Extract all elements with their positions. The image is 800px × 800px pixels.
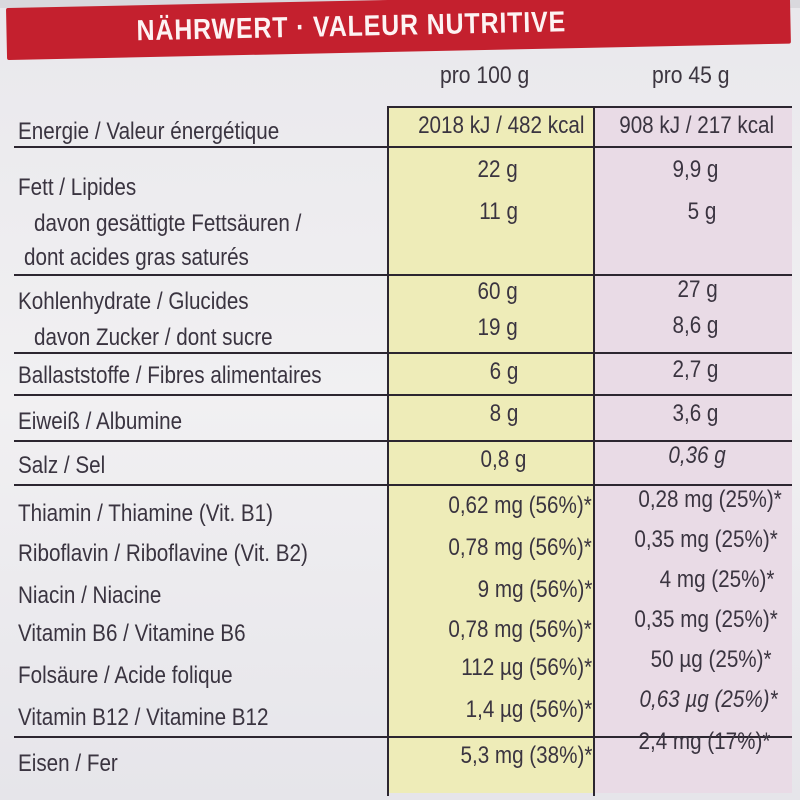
fat-per-45g: 9,9 g: [672, 156, 718, 183]
row-label-saturated-fat-fr: dont acides gras saturés: [24, 244, 249, 271]
row-label-vitamin-b6: Vitamin B6 / Vitamine B6: [18, 620, 246, 647]
table-rule: [14, 352, 792, 354]
row-label-iron: Eisen / Fer: [18, 750, 118, 777]
carbohydrates-per-100g: 60 g: [477, 278, 518, 305]
column-divider: [593, 106, 595, 796]
iron-per-45g: 2,4 mg (17%)*: [638, 728, 770, 755]
column-header-per-100g: pro 100 g: [440, 62, 530, 89]
thiamin-per-100g: 0,62 mg (56%)*: [448, 492, 592, 519]
column-header-per-45g: pro 45 g: [652, 62, 730, 89]
sugar-per-100g: 19 g: [477, 314, 518, 341]
table-rule: [388, 106, 792, 108]
table-rule: [14, 394, 792, 396]
header-banner: NÄHRWERT · VALEUR NUTRITIVE: [6, 0, 791, 60]
energy-per-100g: 2018 kJ / 482 kcal: [417, 112, 584, 139]
per-100g-column-background: [388, 108, 594, 793]
fat-per-100g: 22 g: [477, 156, 518, 183]
row-label-sugar: davon Zucker / dont sucre: [34, 324, 273, 351]
salt-per-45g: 0,36 g: [668, 442, 726, 469]
saturated-fat-per-100g: 11 g: [479, 198, 518, 225]
riboflavin-per-100g: 0,78 mg (56%)*: [448, 534, 592, 561]
protein-per-100g: 8 g: [489, 400, 518, 427]
vitamin-b6-per-100g: 0,78 mg (56%)*: [448, 616, 592, 643]
energy-per-45g: 908 kJ / 217 kcal: [619, 112, 774, 139]
table-rule: [14, 440, 792, 442]
fibre-per-100g: 6 g: [489, 358, 518, 385]
row-label-fibre: Ballaststoffe / Fibres alimentaires: [18, 362, 322, 389]
vitamin-b12-per-45g: 0,63 µg (25%)*: [639, 686, 778, 713]
row-label-niacin: Niacin / Niacine: [18, 582, 162, 609]
row-label-thiamin: Thiamin / Thiamine (Vit. B1): [18, 500, 274, 527]
row-label-fat: Fett / Lipides: [18, 174, 137, 201]
table-rule: [14, 484, 792, 486]
row-label-salt: Salz / Sel: [18, 452, 106, 479]
row-label-protein: Eiweiß / Albumine: [18, 408, 183, 435]
salt-per-100g: 0,8 g: [480, 446, 526, 473]
row-label-folic-acid: Folsäure / Acide folique: [18, 662, 233, 689]
sugar-per-45g: 8,6 g: [672, 312, 718, 339]
saturated-fat-per-45g: 5 g: [687, 198, 716, 225]
iron-per-100g: 5,3 mg (38%)*: [460, 742, 592, 769]
header-title: NÄHRWERT · VALEUR NUTRITIVE: [136, 5, 567, 47]
niacin-per-45g: 4 mg (25%)*: [659, 566, 774, 593]
vitamin-b6-per-45g: 0,35 mg (25%)*: [634, 606, 778, 633]
row-label-riboflavin: Riboflavin / Riboflavine (Vit. B2): [18, 540, 308, 567]
protein-per-45g: 3,6 g: [672, 400, 718, 427]
row-label-vitamin-b12: Vitamin B12 / Vitamine B12: [18, 704, 269, 731]
row-label-saturated-fat: davon gesättigte Fettsäuren /: [34, 210, 302, 237]
row-label-carbohydrates: Kohlenhydrate / Glucides: [18, 288, 249, 315]
row-label-energy: Energie / Valeur énergétique: [18, 118, 280, 145]
per-45g-column-background: [594, 108, 792, 793]
niacin-per-100g: 9 mg (56%)*: [477, 576, 592, 603]
column-divider: [387, 106, 389, 796]
fibre-per-45g: 2,7 g: [672, 356, 718, 383]
vitamin-b12-per-100g: 1,4 µg (56%)*: [465, 696, 592, 723]
table-rule: [14, 274, 792, 276]
carbohydrates-per-45g: 27 g: [677, 276, 718, 303]
table-rule: [14, 736, 792, 738]
thiamin-per-45g: 0,28 mg (25%)*: [638, 486, 782, 513]
table-rule: [14, 146, 792, 148]
riboflavin-per-45g: 0,35 mg (25%)*: [634, 526, 778, 553]
folic-acid-per-100g: 112 µg (56%)*: [461, 654, 592, 681]
folic-acid-per-45g: 50 µg (25%)*: [651, 646, 772, 673]
